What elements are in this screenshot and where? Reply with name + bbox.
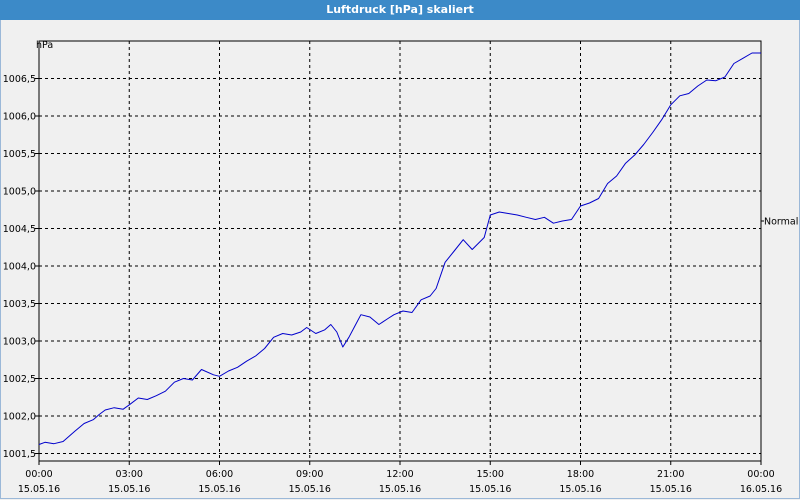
x-tick-time-label: 00:00: [25, 469, 52, 480]
x-tick-time-label: 00:00: [747, 469, 774, 480]
y-tick-label: 1002,0: [3, 412, 36, 423]
x-tick-date-label: 15.05.16: [108, 484, 150, 495]
x-tick-time-label: 15:00: [477, 469, 504, 480]
x-tick-time-label: 21:00: [657, 469, 684, 480]
annotations: Normal: [761, 217, 798, 228]
x-tick-date-label: 15.05.16: [198, 484, 240, 495]
y-tick-label: 1005,5: [3, 149, 36, 160]
y-tick-label: 1002,5: [3, 374, 36, 385]
x-tick-date-label: 16.05.16: [740, 484, 782, 495]
x-tick-time-label: 12:00: [386, 469, 413, 480]
y-tick-label: 1001,5: [3, 449, 36, 460]
x-tick-time-label: 18:00: [567, 469, 594, 480]
x-tick-date-label: 15.05.16: [469, 484, 511, 495]
y-axis-label: hPa: [36, 40, 53, 51]
y-tick-label: 1003,0: [3, 337, 36, 348]
y-tick-label: 1004,5: [3, 224, 36, 235]
x-tick-date-label: 15.05.16: [650, 484, 692, 495]
x-tick-time-label: 06:00: [206, 469, 233, 480]
y-tick-label: 1004,0: [3, 262, 36, 273]
y-axis: 1001,5 1002,0 1002,5 1003,0 1003,5 1004,0 1004…: [3, 74, 39, 460]
y-tick-label: 1006,0: [3, 112, 36, 123]
x-tick-time-label: 03:00: [116, 469, 143, 480]
x-tick-date-label: 15.05.16: [18, 484, 60, 495]
pressure-series-line: [38, 52, 761, 445]
y-tick-label: 1006,5: [3, 74, 36, 85]
annotation-label: Normal: [764, 217, 798, 228]
grid: [39, 41, 761, 461]
x-axis: 00:00 15.05.16 03:00 15.05.16 06:00 15.05.16 0…: [18, 461, 782, 495]
y-tick-label: 1003,5: [3, 299, 36, 310]
series: [38, 52, 761, 445]
x-tick-date-label: 15.05.16: [559, 484, 601, 495]
y-tick-label: 1005,0: [3, 187, 36, 198]
x-tick-time-label: 09:00: [296, 469, 323, 480]
chart-title: Luftdruck [hPa] skaliert: [0, 0, 800, 20]
x-tick-date-label: 15.05.16: [379, 484, 421, 495]
x-tick-date-label: 15.05.16: [289, 484, 331, 495]
